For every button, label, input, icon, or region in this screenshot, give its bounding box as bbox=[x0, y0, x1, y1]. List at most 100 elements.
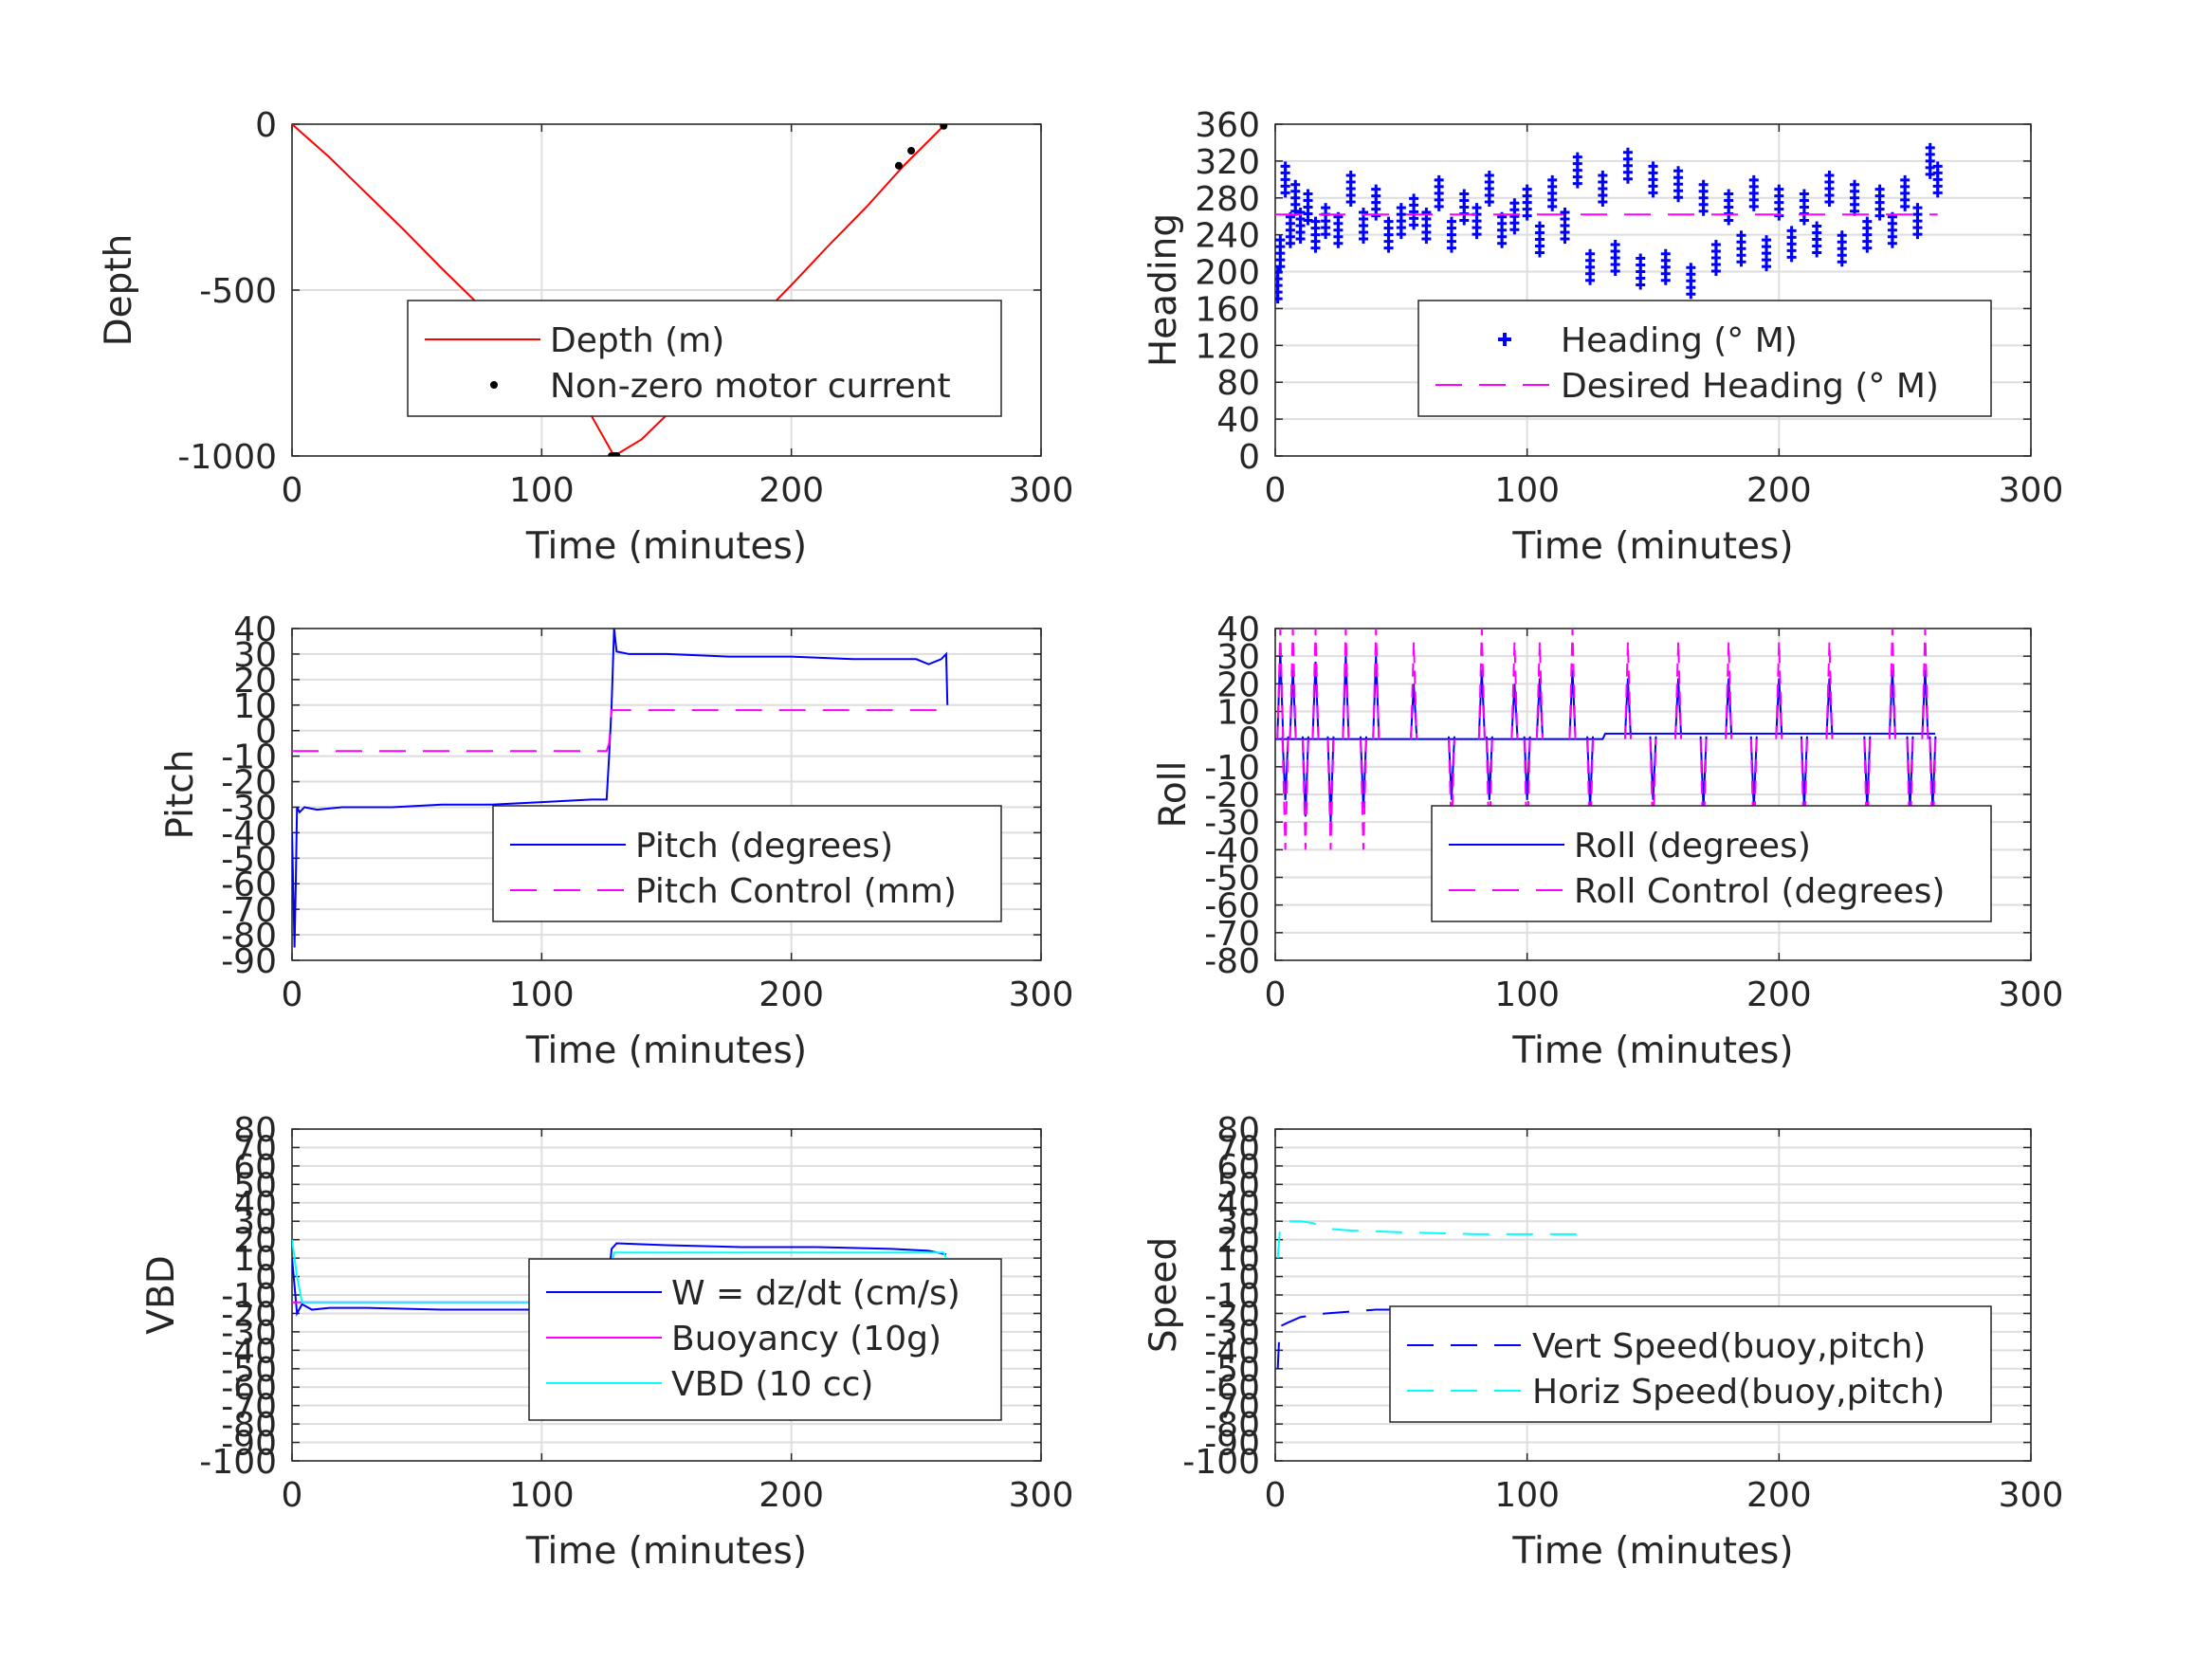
legend-label: Buoyancy (10g) bbox=[671, 1320, 941, 1358]
y-tick-label: 0 bbox=[255, 713, 277, 752]
y-tick-label: 240 bbox=[1195, 217, 1260, 256]
x-tick-label: 200 bbox=[759, 471, 824, 510]
y-tick-label: -80 bbox=[221, 1406, 277, 1445]
series-spike bbox=[1510, 642, 1519, 739]
y-axis-label: Speed bbox=[1143, 1237, 1185, 1353]
series-marker bbox=[1887, 238, 1897, 248]
x-axis-label: Time (minutes) bbox=[1511, 1030, 1793, 1072]
series-marker bbox=[1648, 188, 1658, 198]
series-marker bbox=[1280, 188, 1290, 198]
x-tick-label: 100 bbox=[509, 1476, 575, 1515]
series-point bbox=[907, 147, 916, 155]
series-marker bbox=[1560, 233, 1570, 244]
series-spike bbox=[1775, 642, 1783, 739]
legend-label: Roll Control (degrees) bbox=[1574, 872, 1945, 911]
series-marker bbox=[1396, 229, 1406, 240]
y-tick-label: -50 bbox=[221, 1351, 277, 1390]
y-tick-label: -90 bbox=[221, 1425, 277, 1464]
y-tick-label: -40 bbox=[1204, 831, 1260, 870]
legend-box bbox=[1389, 1305, 1992, 1423]
series-spike bbox=[1447, 738, 1455, 836]
y-tick-label: -40 bbox=[221, 1332, 277, 1371]
series-marker bbox=[1786, 252, 1797, 263]
y-tick-label: 200 bbox=[1195, 254, 1260, 293]
x-tick-label: 200 bbox=[1746, 471, 1812, 510]
series-marker bbox=[1824, 197, 1835, 208]
y-tick-label: -60 bbox=[221, 1369, 277, 1408]
series-marker bbox=[1484, 197, 1494, 208]
series-depth-1 bbox=[608, 124, 948, 456]
legend-label: Vert Speed(buoy,pitch) bbox=[1532, 1327, 1926, 1366]
y-tick-label: -500 bbox=[199, 272, 277, 311]
series-marker bbox=[1774, 210, 1784, 221]
legend-roll: Roll (degrees) Roll Control (degrees) bbox=[1431, 805, 1992, 922]
x-tick-label: 0 bbox=[1265, 975, 1287, 1014]
series-marker bbox=[1522, 210, 1532, 221]
y-tick-label: -20 bbox=[221, 764, 277, 803]
y-tick-label: -40 bbox=[1204, 1332, 1260, 1371]
plot-area bbox=[292, 124, 948, 456]
series-marker bbox=[1925, 169, 1935, 179]
y-axis-label: Depth bbox=[98, 234, 140, 347]
y-tick-label: -30 bbox=[1204, 1314, 1260, 1353]
y-axis-label: Pitch bbox=[159, 750, 202, 840]
legend-heading: Heading (° M) Desired Heading (° M) bbox=[1417, 300, 1992, 417]
series-spike bbox=[1359, 738, 1367, 850]
y-tick-label: 10 bbox=[1216, 1240, 1260, 1279]
y-tick-label: -90 bbox=[221, 942, 277, 981]
series-marker bbox=[1686, 289, 1696, 300]
y-tick-label: -20 bbox=[221, 1295, 277, 1334]
chart-heading: 0 100 200 30004080120160200240280320360Time… bbox=[1143, 106, 2063, 568]
y-tick-label: 50 bbox=[233, 1166, 277, 1205]
y-tick-label: 50 bbox=[1216, 1166, 1260, 1205]
y-tick-label: 280 bbox=[1195, 180, 1260, 219]
series-marker bbox=[1547, 201, 1558, 211]
series-marker bbox=[1874, 210, 1885, 221]
plot-area bbox=[1275, 142, 1943, 304]
y-tick-label: 40 bbox=[1216, 611, 1260, 649]
series-spike bbox=[1674, 642, 1683, 739]
legend-box bbox=[1417, 300, 1992, 417]
chart-vbd: 0 100 200 300-100-90-80-70-60-50-40-30-20-1… bbox=[140, 1111, 1073, 1573]
series-marker bbox=[1497, 238, 1508, 248]
y-tick-label: -10 bbox=[1204, 749, 1260, 788]
series-spike bbox=[1301, 738, 1309, 850]
y-tick-label: -20 bbox=[1204, 1295, 1260, 1334]
y-tick-label: 40 bbox=[1216, 401, 1260, 440]
series-baseline bbox=[1275, 732, 1936, 740]
legend-label: Depth (m) bbox=[550, 321, 724, 360]
y-tick-label: -100 bbox=[1182, 1443, 1260, 1482]
series-marker bbox=[1446, 243, 1456, 253]
series-marker bbox=[1610, 265, 1620, 276]
series-marker bbox=[1345, 197, 1356, 208]
legend-label: Non-zero motor current bbox=[550, 367, 951, 406]
series-marker bbox=[1409, 220, 1419, 230]
y-tick-label: 20 bbox=[233, 1222, 277, 1261]
axes-frame bbox=[291, 628, 1042, 961]
series-point bbox=[612, 452, 621, 456]
y-tick-label: 80 bbox=[1216, 364, 1260, 403]
series-marker bbox=[1932, 188, 1943, 198]
legend-label: Horiz Speed(buoy,pitch) bbox=[1532, 1373, 1945, 1412]
series-spike bbox=[1535, 642, 1544, 739]
series-spike bbox=[1326, 738, 1335, 850]
y-tick-label: -100 bbox=[199, 1443, 277, 1482]
y-tick-label: 80 bbox=[233, 1111, 277, 1150]
series-marker bbox=[1459, 215, 1470, 226]
series-marker bbox=[1660, 275, 1671, 285]
series-marker bbox=[1762, 262, 1772, 272]
legend-pitch: Pitch (degrees) Pitch Control (mm) bbox=[492, 805, 1002, 922]
series-marker bbox=[1509, 225, 1520, 235]
axes-frame bbox=[1274, 123, 2032, 457]
y-tick-label: 60 bbox=[233, 1148, 277, 1187]
series-speed-0 bbox=[1276, 1306, 1588, 1369]
series-marker bbox=[1636, 280, 1646, 290]
legend-label: Roll (degrees) bbox=[1574, 827, 1811, 866]
x-tick-label: 200 bbox=[759, 975, 824, 1014]
y-tick-label: 70 bbox=[1216, 1129, 1260, 1168]
series-marker bbox=[1371, 210, 1381, 221]
series-marker bbox=[1295, 233, 1306, 244]
y-tick-label: 60 bbox=[1216, 1148, 1260, 1187]
series-marker bbox=[1598, 197, 1608, 208]
